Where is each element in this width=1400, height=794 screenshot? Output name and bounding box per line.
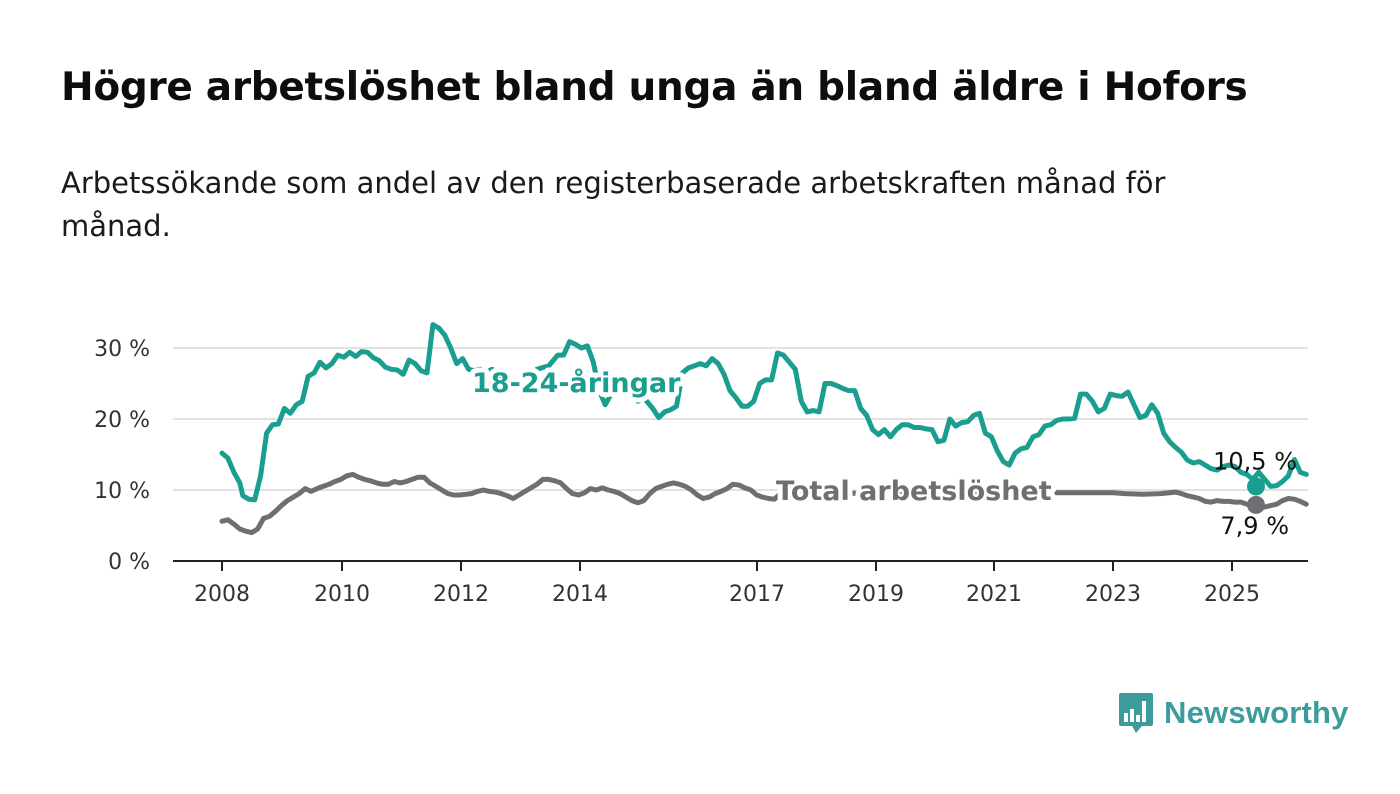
y-tick-label: 20 % bbox=[94, 408, 150, 433]
x-tick-label: 2008 bbox=[194, 582, 250, 607]
series-line bbox=[219, 322, 1309, 503]
series-label: Total arbetslöshet bbox=[776, 476, 1052, 507]
x-tick-label: 2019 bbox=[848, 582, 904, 607]
brand-name: Newsworthy bbox=[1164, 695, 1349, 730]
chart-title: Högre arbetslöshet bland unga än bland ä… bbox=[61, 65, 1248, 110]
brand-logo[interactable]: Newsworthy bbox=[1118, 690, 1349, 736]
chart-subtitle: Arbetssökande som andel av den registerb… bbox=[61, 166, 1166, 243]
series-label-halo: 18-24-åringar bbox=[472, 367, 681, 399]
series-line bbox=[219, 471, 1309, 536]
x-tick-label: 2010 bbox=[314, 582, 370, 607]
end-label: 7,9 % bbox=[1220, 512, 1289, 540]
y-tick-label: 10 % bbox=[94, 479, 150, 504]
y-tick-label: 0 % bbox=[108, 550, 150, 575]
x-tick-label: 2014 bbox=[552, 582, 608, 607]
y-tick-label: 30 % bbox=[94, 337, 150, 362]
x-tick-label: 2017 bbox=[729, 582, 785, 607]
end-label: 10,5 % bbox=[1213, 447, 1297, 475]
x-tick-label: 2023 bbox=[1085, 582, 1141, 607]
series-end-point bbox=[1247, 495, 1265, 514]
series-label: 18-24-åringar bbox=[472, 367, 681, 399]
x-tick-label: 2021 bbox=[966, 582, 1022, 607]
bar-chart-speech-bubble-icon bbox=[1119, 693, 1153, 733]
series-label-halo: Total arbetslöshet bbox=[776, 476, 1052, 507]
series-end-point bbox=[1247, 477, 1265, 496]
x-tick-label: 2012 bbox=[433, 582, 489, 607]
x-tick-label: 2025 bbox=[1204, 582, 1260, 607]
